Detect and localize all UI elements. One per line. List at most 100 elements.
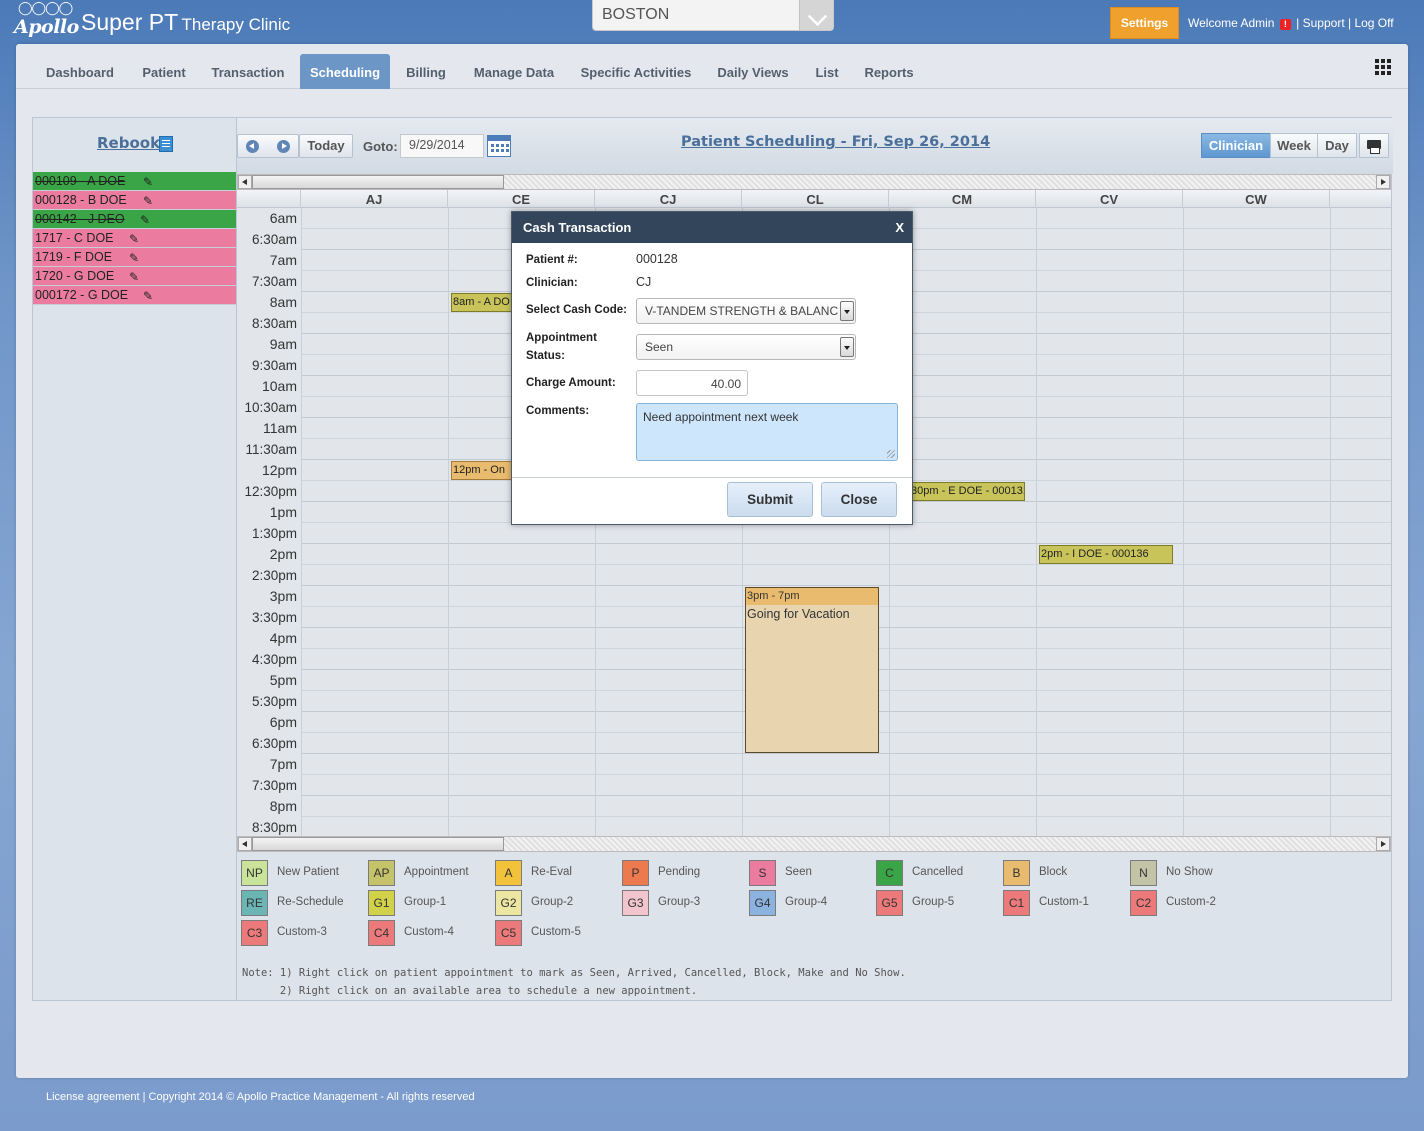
cash-code-select[interactable]: V-TANDEM STRENGTH & BALANC [636, 298, 856, 324]
scroll-right-icon[interactable] [1376, 175, 1390, 189]
time-slot-row[interactable] [301, 754, 1391, 775]
charge-amount-input[interactable]: 40.00 [636, 370, 748, 396]
time-label: 7:30am [251, 274, 297, 289]
tab-list[interactable]: List [815, 65, 839, 80]
horizontal-scrollbar-bottom[interactable] [237, 836, 1391, 852]
column-divider [1330, 208, 1331, 836]
rebook-item[interactable]: 000128 - B DOE ✎ [33, 191, 236, 210]
pencil-icon[interactable]: ✎ [143, 194, 154, 208]
print-icon[interactable] [1359, 133, 1389, 158]
view-day-button[interactable]: Day [1317, 133, 1357, 158]
next-arrow-icon[interactable] [277, 140, 290, 153]
clinician-column-header[interactable]: CV [1036, 190, 1183, 208]
time-label: 10am [261, 378, 297, 394]
view-clinician-button[interactable]: Clinician [1201, 133, 1271, 158]
prev-arrow-icon[interactable] [246, 140, 259, 153]
pencil-icon[interactable]: ✎ [129, 232, 140, 246]
chevron-down-icon[interactable] [799, 0, 833, 30]
appointment-block[interactable]: 8am - A DO [451, 293, 513, 312]
clinician-column-header[interactable]: CM [889, 190, 1036, 208]
top-bar: ◯◯◯◯ Apollo Super PT Therapy Clinic BOST… [0, 0, 1424, 44]
rebook-item[interactable]: 1720 - G DOE ✎ [33, 267, 236, 286]
apollo-logo[interactable]: ◯◯◯◯ Apollo [14, 2, 79, 40]
legend-swatch: C [876, 860, 903, 886]
cash-transaction-dialog: Cash Transaction X Patient #: 000128 Cli… [511, 211, 913, 525]
scroll-thumb[interactable] [252, 837, 504, 851]
view-week-button[interactable]: Week [1270, 133, 1318, 158]
vacation-block[interactable]: 3pm - 7pm Going for Vacation [745, 587, 879, 753]
support-link[interactable]: Support [1302, 16, 1345, 30]
schedule-title[interactable]: Patient Scheduling - Fri, Sep 26, 2014 [681, 134, 991, 150]
horizontal-scrollbar-top[interactable] [237, 174, 1391, 190]
time-label: 5pm [269, 672, 297, 688]
time-label: 12:30pm [244, 484, 297, 499]
rebook-item[interactable]: 1719 - F DOE ✎ [33, 248, 236, 267]
close-button[interactable]: Close [821, 482, 897, 517]
time-label: 4:30pm [251, 652, 297, 667]
column-divider [448, 208, 449, 836]
scroll-left-icon[interactable] [238, 175, 252, 189]
alert-icon[interactable]: ! [1279, 19, 1291, 30]
pencil-icon[interactable]: ✎ [143, 175, 154, 189]
clinician-column-header[interactable]: CJ [595, 190, 742, 208]
time-slot-row[interactable] [301, 544, 1391, 565]
clinician-value: CJ [636, 275, 652, 289]
clinician-column-header[interactable]: AJ [301, 190, 448, 208]
legend-swatch: C2 [1130, 890, 1157, 916]
pencil-icon[interactable]: ✎ [143, 289, 154, 303]
logoff-link[interactable]: Log Off [1354, 16, 1394, 30]
legend-item: N No Show [1130, 860, 1250, 886]
tab-dashboard[interactable]: Dashboard [46, 65, 114, 80]
scroll-left-icon[interactable] [238, 837, 252, 851]
tab-specific-activities[interactable]: Specific Activities [580, 65, 692, 80]
time-slot-row[interactable] [301, 796, 1391, 817]
tab-billing[interactable]: Billing [406, 65, 446, 80]
comments-textarea[interactable]: Need appointment next week [636, 403, 898, 461]
appointment-block[interactable]: 30pm - E DOE - 000131 [909, 482, 1025, 501]
appointment-block[interactable]: 2pm - I DOE - 000136 [1039, 545, 1173, 564]
pencil-icon[interactable]: ✎ [129, 270, 140, 284]
tab-reports[interactable]: Reports [864, 65, 914, 80]
appointment-status-select[interactable]: Seen [636, 334, 856, 360]
tab-transaction[interactable]: Transaction [211, 65, 285, 80]
rebook-panel: Rebook 000109 - A DOE ✎ 000128 - B DOE ✎ 000… [33, 118, 237, 1000]
time-slot-row[interactable] [301, 565, 1391, 586]
apps-grid-icon[interactable] [1375, 59, 1392, 76]
close-icon[interactable]: X [895, 220, 904, 235]
time-slot-row[interactable] [301, 817, 1391, 836]
chevron-down-icon[interactable] [840, 301, 854, 321]
pencil-icon[interactable]: ✎ [129, 251, 140, 265]
legend-swatch: AP [368, 860, 395, 886]
legend-label: Custom-2 [1166, 896, 1216, 908]
clinician-column-header[interactable]: CW [1183, 190, 1330, 208]
submit-button[interactable]: Submit [727, 482, 813, 517]
rebook-link[interactable]: Rebook [97, 134, 161, 152]
clinician-column-header[interactable]: CL [742, 190, 889, 208]
tab-patient[interactable]: Patient [142, 65, 186, 80]
time-slot-row[interactable] [301, 775, 1391, 796]
calendar-icon[interactable] [487, 135, 511, 157]
rebook-item[interactable]: 1717 - C DOE ✎ [33, 229, 236, 248]
cash-code-value: V-TANDEM STRENGTH & BALANC [645, 304, 839, 318]
rebook-item[interactable]: 000142 - J DEO ✎ [33, 210, 236, 229]
scroll-right-icon[interactable] [1376, 837, 1390, 851]
time-slot-row[interactable] [301, 733, 1391, 754]
today-button[interactable]: Today [299, 134, 353, 158]
location-select[interactable]: BOSTON [592, 0, 834, 31]
scroll-thumb[interactable] [252, 175, 504, 189]
goto-date-input[interactable]: 9/29/2014 [400, 134, 484, 158]
pencil-icon[interactable]: ✎ [140, 213, 151, 227]
tab-manage-data[interactable]: Manage Data [473, 65, 555, 80]
legend-label: No Show [1166, 866, 1213, 878]
chevron-down-icon[interactable] [840, 337, 854, 357]
tab-daily-views[interactable]: Daily Views [717, 65, 789, 80]
rebook-item-label: 1719 - F DOE [35, 250, 113, 264]
appointment-block[interactable]: 12pm - On [451, 461, 513, 480]
settings-button[interactable]: Settings [1110, 7, 1179, 39]
rebook-item[interactable]: 000172 - G DOE ✎ [33, 286, 236, 305]
rebook-item[interactable]: 000109 - A DOE ✎ [33, 172, 236, 191]
document-icon[interactable] [159, 136, 173, 152]
tab-scheduling[interactable]: Scheduling [300, 54, 390, 89]
time-slot-row[interactable] [301, 523, 1391, 544]
clinician-column-header[interactable]: CE [448, 190, 595, 208]
